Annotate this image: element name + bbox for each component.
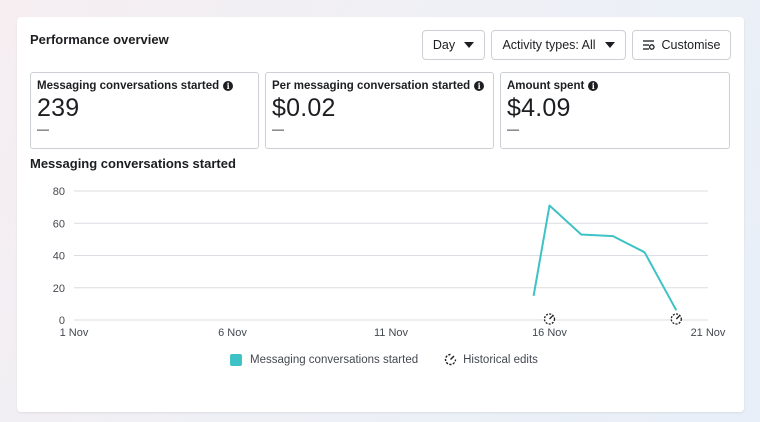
- historical-edit-marker: [543, 313, 556, 325]
- customise-button[interactable]: Customise: [632, 30, 731, 60]
- metric-card-conversations[interactable]: Messaging conversations started i 239 —: [30, 72, 259, 149]
- metric-label-text: Messaging conversations started: [37, 80, 220, 92]
- metric-label: Messaging conversations started i: [37, 80, 252, 92]
- x-tick-label: 11 Nov: [374, 327, 409, 339]
- metric-label: Per messaging conversation started i: [272, 80, 487, 92]
- y-tick-label: 60: [53, 218, 65, 230]
- legend-series-label[interactable]: Messaging conversations started: [250, 353, 419, 366]
- metric-value: $0.02: [272, 94, 336, 122]
- metric-card-cost-per-conversation[interactable]: Per messaging conversation started i $0.…: [265, 72, 494, 149]
- series-line: [532, 204, 678, 311]
- legend-swatch: [230, 353, 242, 366]
- x-tick-label: 6 Nov: [218, 327, 247, 339]
- page-title: Performance overview: [30, 32, 169, 47]
- metric-label: Amount spent i: [507, 80, 723, 92]
- y-tick-label: 80: [53, 186, 65, 198]
- info-icon[interactable]: i: [223, 81, 234, 91]
- caret-down-icon: [604, 42, 615, 48]
- legend-historical-edits[interactable]: Historical edits: [444, 353, 538, 366]
- legend-edits-label: Historical edits: [463, 353, 538, 366]
- activity-types-label: Activity types: All: [502, 38, 596, 52]
- metric-change: —: [507, 122, 519, 136]
- metric-label-text: Per messaging conversation started: [272, 80, 471, 92]
- info-icon[interactable]: i: [588, 81, 599, 91]
- customise-label: Customise: [661, 38, 721, 52]
- y-tick-label: 20: [53, 283, 65, 295]
- x-tick-label: 16 Nov: [532, 327, 567, 339]
- day-dropdown[interactable]: Day: [422, 30, 485, 60]
- info-icon[interactable]: i: [474, 81, 485, 91]
- day-dropdown-label: Day: [432, 38, 456, 52]
- x-tick-label: 1 Nov: [60, 327, 89, 339]
- y-tick-label: 0: [59, 315, 65, 327]
- x-tick-label: 21 Nov: [691, 327, 726, 339]
- metric-change: —: [272, 122, 284, 136]
- metric-value: 239: [37, 94, 80, 122]
- chart-legend: Messaging conversations started Historic…: [230, 353, 538, 366]
- metric-value: $4.09: [507, 94, 571, 122]
- chart-title: Messaging conversations started: [30, 156, 236, 171]
- metric-change: —: [37, 122, 49, 136]
- performance-overview-card: Performance overview Day Activity types:…: [17, 17, 744, 412]
- customise-settings-icon: [643, 40, 656, 50]
- line-chart: 0 20 40 60 80 1 Nov 6 Nov 11 Nov 16 Nov 21 Nov: [53, 186, 726, 339]
- metric-card-amount-spent[interactable]: Amount spent i $4.09 —: [500, 72, 730, 149]
- historical-edit-needle: [549, 315, 553, 320]
- activity-types-dropdown[interactable]: Activity types: All: [491, 30, 626, 60]
- historical-edits-icon: [444, 353, 457, 366]
- historical-edit-marker: [670, 313, 682, 325]
- metric-label-text: Amount spent: [507, 80, 585, 92]
- historical-edit-needle: [675, 315, 680, 320]
- caret-down-icon: [464, 42, 475, 48]
- y-tick-label: 40: [53, 251, 65, 263]
